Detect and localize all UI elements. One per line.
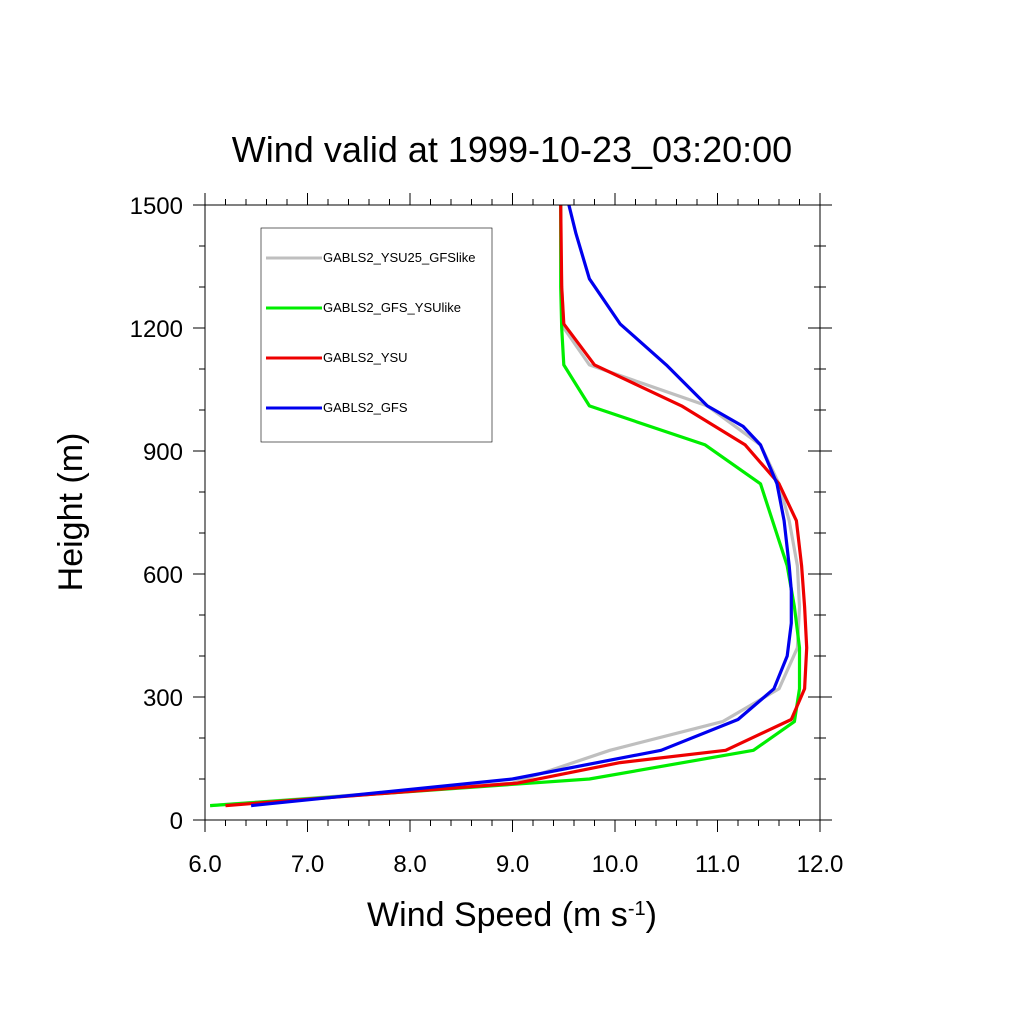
x-tick-label: 9.0 bbox=[496, 851, 529, 878]
legend-label: GABLS2_YSU bbox=[323, 350, 408, 365]
legend-box bbox=[260, 227, 493, 443]
legend-label: GABLS2_GFS_YSUlike bbox=[323, 300, 461, 315]
x-tick-label: 10.0 bbox=[592, 851, 639, 878]
x-tick-label: 6.0 bbox=[188, 851, 221, 878]
legend-label: GABLS2_YSU25_GFSlike bbox=[323, 250, 475, 265]
x-tick-label: 11.0 bbox=[695, 851, 740, 878]
x-tick-label: 8.0 bbox=[393, 851, 426, 878]
legend: GABLS2_YSU25_GFSlike GABLS2_GFS_YSUlike GA… bbox=[260, 227, 493, 443]
y-tick-label: 1500 bbox=[130, 193, 183, 220]
series-line-GABLS2_GFS_YSUlike bbox=[209, 205, 802, 808]
x-axis-title-suffix: ) bbox=[646, 896, 657, 934]
x-tick-label: 12.0 bbox=[797, 851, 844, 878]
y-axis-title: Height (m) bbox=[52, 433, 90, 592]
y-tick-label: 0 bbox=[170, 808, 183, 835]
y-tick-label: 300 bbox=[143, 685, 183, 712]
x-tick-labels: 6.0 7.0 8.0 9.0 10.0 11.0 12.0 bbox=[188, 851, 843, 878]
x-axis-title-main: Wind Speed (m s bbox=[367, 896, 628, 934]
x-tick-label: 7.0 bbox=[291, 851, 324, 878]
series-layer bbox=[209, 204, 809, 808]
x-axis-title-superscript: -1 bbox=[628, 898, 646, 920]
y-tick-label: 600 bbox=[143, 562, 183, 589]
x-axis-title: Wind Speed (m s-1) bbox=[367, 896, 657, 934]
y-tick-labels: 0 300 600 900 1200 1500 bbox=[130, 193, 183, 835]
ticks-layer bbox=[193, 193, 832, 832]
chart-title: Wind valid at 1999-10-23_03:20:00 bbox=[232, 129, 792, 170]
y-tick-label: 900 bbox=[143, 439, 183, 466]
plot-frame bbox=[204, 204, 821, 821]
series-line-GABLS2_YSU bbox=[225, 204, 809, 808]
legend-items: GABLS2_YSU25_GFSlike GABLS2_GFS_YSUlike GA… bbox=[266, 250, 475, 415]
series-line-GABLS2_GFS bbox=[250, 204, 793, 808]
legend-label: GABLS2_GFS bbox=[323, 400, 408, 415]
y-tick-label: 1200 bbox=[130, 316, 183, 343]
